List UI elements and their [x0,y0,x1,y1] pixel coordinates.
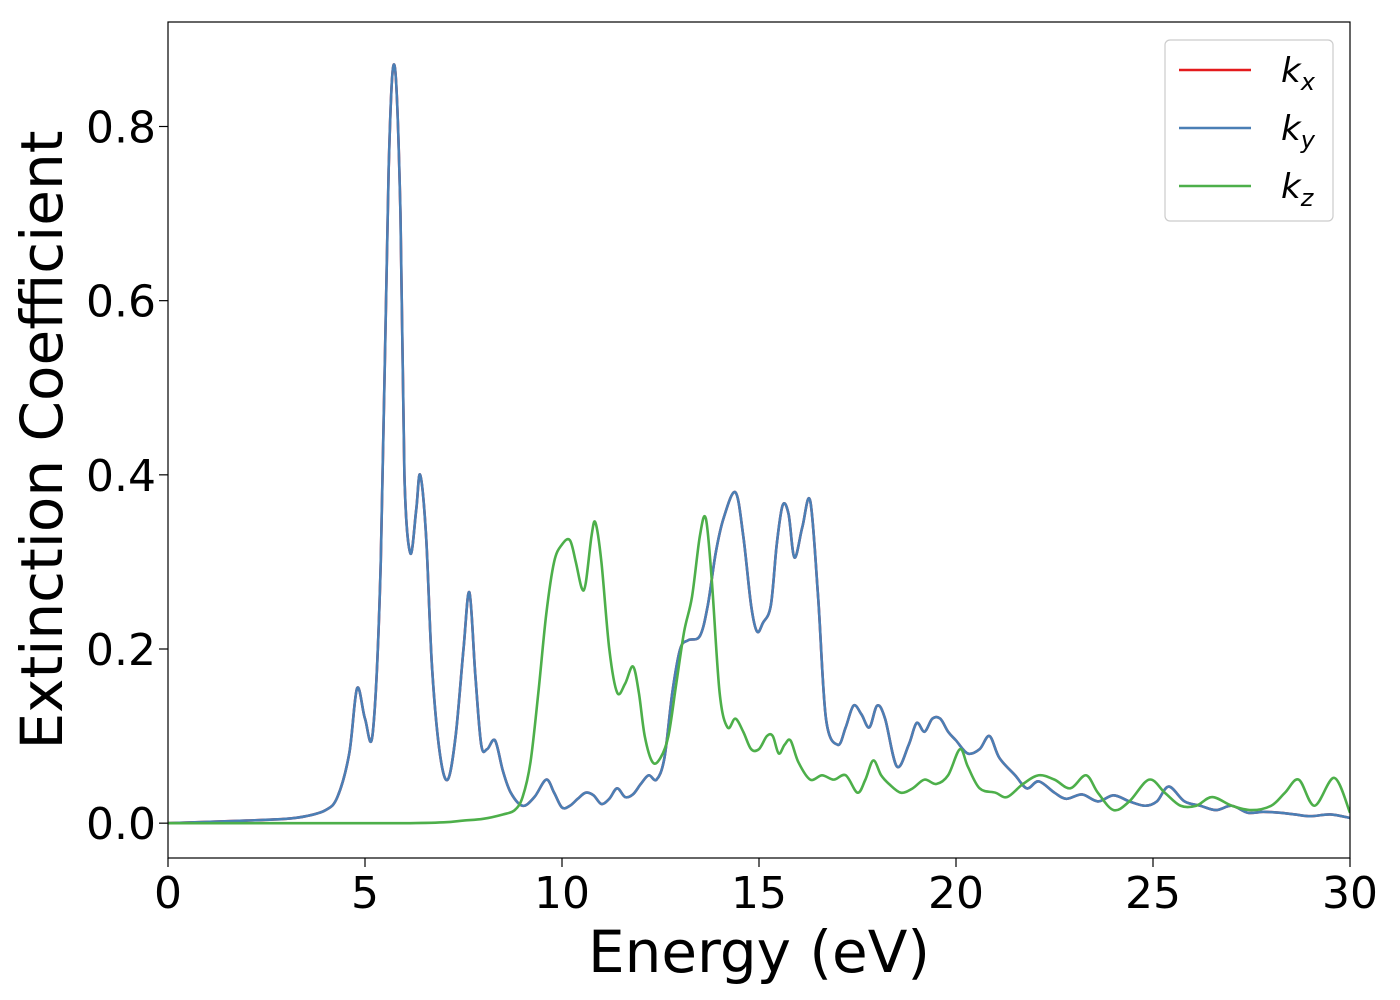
x-tick-label: 25 [1125,868,1181,919]
legend-label: kz [1281,167,1315,212]
y-axis: 0.0 0.2 0.4 0.6 0.8 [86,103,168,850]
y-tick-label: 0.6 [86,277,156,328]
y-tick-label: 0.8 [86,103,156,154]
legend-label-base: k [1281,51,1302,91]
y-axis-title: Extinction Coefficient [8,131,76,750]
legend-label-subscript: z [1300,184,1315,212]
y-tick-label: 0.4 [86,451,156,502]
series-line-k-z [168,514,1350,825]
x-tick-label: 15 [731,868,787,919]
y-tick-label: 0.0 [86,799,156,850]
legend-label-base: k [1281,167,1302,207]
x-tick-label: 10 [534,868,590,919]
legend-label: kx [1281,51,1316,96]
x-tick-label: 0 [154,868,182,919]
legend-label-subscript: y [1300,126,1316,154]
legend-label: ky [1281,109,1316,154]
legend-label-subscript: x [1300,68,1316,96]
y-tick-label: 0.2 [86,625,156,676]
series-layer [168,63,1350,825]
legend-box [1164,39,1334,222]
series-line-k-y [168,63,1350,825]
legend-label-base: k [1281,109,1302,149]
x-axis: 0 5 10 15 20 25 30 [154,858,1378,919]
x-axis-title: Energy (eV) [588,918,930,986]
x-tick-label: 5 [351,868,379,919]
x-tick-label: 20 [928,868,984,919]
x-tick-label: 30 [1322,868,1378,919]
